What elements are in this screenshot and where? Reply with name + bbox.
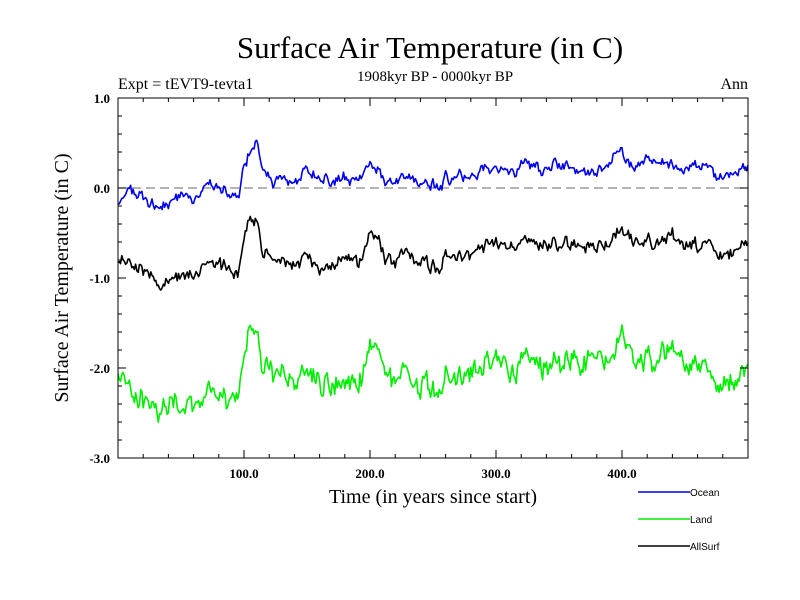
chart-title: Surface Air Temperature (in C) xyxy=(237,30,623,65)
y-tick-label: -2.0 xyxy=(89,361,110,376)
chart-subtitle: 1908kyr BP - 0000kyr BP xyxy=(357,69,513,85)
x-tick-label: 300.0 xyxy=(481,466,510,481)
legend-label-ocean: Ocean xyxy=(690,488,719,499)
series-layer xyxy=(117,139,749,423)
plot-frame xyxy=(117,97,749,459)
x-tick-label: 100.0 xyxy=(229,466,258,481)
ticks-layer: 100.0 200.0 300.0 400.0 -3.0 -2.0 -1.0 0.0 1.0 xyxy=(89,91,748,481)
series-line-land xyxy=(117,324,749,423)
season-label: Ann xyxy=(720,76,748,93)
y-tick-label: 0.0 xyxy=(94,181,110,196)
x-tick-label: 200.0 xyxy=(355,466,384,481)
x-tick-label: 400.0 xyxy=(607,466,636,481)
y-tick-label: -3.0 xyxy=(89,451,110,466)
y-tick-label: -1.0 xyxy=(89,271,110,286)
legend: Ocean Land AllSurf xyxy=(638,488,720,553)
legend-label-land: Land xyxy=(690,515,712,526)
x-axis-label: Time (in years since start) xyxy=(329,486,537,508)
series-line-allsurf xyxy=(117,215,749,291)
experiment-label: Expt = tEVT9-tevta1 xyxy=(118,76,253,93)
y-tick-label: 1.0 xyxy=(94,91,110,106)
series-line-ocean xyxy=(117,139,749,211)
y-axis-label: Surface Air Temperature (in C) xyxy=(51,153,73,402)
legend-label-allsurf: AllSurf xyxy=(690,542,720,553)
